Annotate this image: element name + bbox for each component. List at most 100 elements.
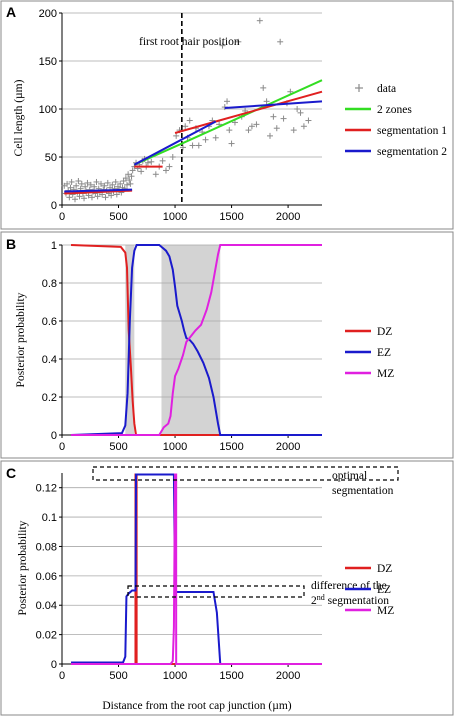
data-point <box>138 168 145 175</box>
panel-b-series-mz <box>71 244 322 436</box>
panel-a-series-segmentation-1 <box>64 189 133 195</box>
data-point <box>277 38 284 45</box>
data-point <box>128 173 135 180</box>
panel-b-y-tick-label: 1 <box>51 240 57 252</box>
data-point <box>101 182 108 189</box>
panel-b-ylabel: Posterior probability <box>15 292 27 387</box>
data-point <box>263 98 270 105</box>
legend-label: segmentation 1 <box>377 125 447 137</box>
data-point <box>81 195 88 202</box>
data-point <box>104 179 111 186</box>
data-point <box>260 84 267 91</box>
panel-c-x-tick-label: 2000 <box>276 670 300 682</box>
data-point <box>125 171 132 178</box>
legend-label: 2 zones <box>377 104 412 116</box>
panel-c-series-ez <box>71 473 322 665</box>
annotation-second-post: segmentation <box>325 595 389 607</box>
panel-c-legend: DZ EZ MZ <box>345 563 394 617</box>
panel-b-legend: DZ EZ MZ <box>345 326 394 380</box>
data-point <box>273 125 280 132</box>
panel-b-x-tick-label: 0 <box>59 441 65 453</box>
data-point <box>124 181 130 188</box>
data-point <box>108 192 115 199</box>
panel-c-xlabel: Distance from the root cap junction (µm) <box>102 700 291 712</box>
data-point <box>212 134 219 141</box>
legend-item-segmentation-2: segmentation 2 <box>345 146 447 158</box>
legend-label: EZ <box>377 347 391 359</box>
data-point <box>270 113 277 120</box>
data-point <box>290 127 297 134</box>
panel-b: B Posterior probability 0 500 1000 1500 2000… <box>0 231 454 459</box>
annotation-second-sup: nd <box>317 593 325 602</box>
panel-c-series-mz <box>71 473 322 665</box>
annotation-optimal: optimal <box>332 470 367 482</box>
data-point <box>126 177 133 184</box>
data-point <box>98 180 104 187</box>
data-point <box>179 144 186 151</box>
data-point <box>219 42 226 49</box>
data-point <box>169 154 176 160</box>
data-point <box>305 117 312 124</box>
data-point <box>72 196 78 203</box>
annotation-second-segmentation: 2nd segmentation <box>311 593 389 607</box>
legend-item-data: data <box>355 83 396 95</box>
data-point <box>127 180 134 187</box>
data-point <box>91 183 98 190</box>
data-point <box>66 194 73 201</box>
panel-b-series-ez <box>71 244 322 436</box>
legend-item-ez: EZ <box>345 584 391 596</box>
data-point <box>148 158 155 165</box>
legend-item-dz: DZ <box>345 326 392 338</box>
panel-a-series-2-zones <box>133 79 323 166</box>
panel-c-y-tick-label: 0.12 <box>36 483 57 495</box>
annotation-second-pre: 2 <box>311 595 317 607</box>
panel-c-x-tick-label: 500 <box>109 670 127 682</box>
panel-c-letter: C <box>6 465 16 481</box>
panel-b-x-tick-label: 1500 <box>219 441 243 453</box>
panel-a-x-tick-label: 0 <box>59 211 65 223</box>
panel-c-x-tick-label: 1000 <box>163 670 187 682</box>
legend-item-dz: DZ <box>345 563 392 575</box>
annotation-segmentation: segmentation <box>332 485 394 497</box>
data-point <box>267 132 273 139</box>
legend-label: data <box>377 83 396 95</box>
data-point <box>224 98 231 105</box>
panel-b-x-tick-label: 1000 <box>163 441 187 453</box>
panel-a-x-tick-label: 1500 <box>219 211 243 223</box>
panel-c-y-tick-label: 0.06 <box>36 571 57 583</box>
data-point <box>182 123 189 130</box>
panel-a-series-segmentation-2 <box>133 120 217 166</box>
data-point <box>173 132 180 139</box>
panel-a-y-tick-label: 100 <box>39 104 57 116</box>
panel-b-y-tick-label: 0.2 <box>42 392 57 404</box>
data-point <box>75 178 82 184</box>
panel-c-y-tick-label: 0.02 <box>36 630 57 642</box>
data-point <box>94 193 101 200</box>
data-point <box>294 106 301 112</box>
data-point <box>113 191 120 198</box>
panel-a-y-tick-label: 200 <box>39 8 57 20</box>
legend-item-segmentation-1: segmentation 1 <box>345 125 447 137</box>
panel-c-x-tick-label: 0 <box>59 670 65 682</box>
panel-c-y-tick-label: 0.1 <box>42 512 57 524</box>
data-point <box>93 178 100 185</box>
panel-a-x-tick-label: 2000 <box>276 211 300 223</box>
data-point <box>68 178 75 185</box>
data-point <box>152 171 159 178</box>
panel-c-frame <box>0 460 454 716</box>
data-point <box>235 38 242 45</box>
panel-c-y-tick-label: 0.04 <box>36 600 57 612</box>
legend-item-ez: EZ <box>345 347 391 359</box>
legend-label: segmentation 2 <box>377 146 447 158</box>
data-point <box>195 142 202 149</box>
panel-c-ylabel: Posterior probability <box>17 520 29 615</box>
panel-b-plot: 0 500 1000 1500 2000 0 0.2 0.4 0.6 0.8 1 <box>42 240 322 453</box>
data-point <box>280 115 287 122</box>
panel-a-series-segmentation-2 <box>64 188 133 193</box>
panel-c: C Posterior probability Distance from th… <box>0 460 454 716</box>
panel-b-y-tick-label: 0.6 <box>42 316 57 328</box>
panel-a-y-tick-label: 150 <box>39 56 57 68</box>
data-point <box>300 123 307 130</box>
panel-a: A Cell length (µm) 0 500 1000 1500 2000 0 50 10… <box>0 0 454 230</box>
data-point <box>87 181 94 188</box>
